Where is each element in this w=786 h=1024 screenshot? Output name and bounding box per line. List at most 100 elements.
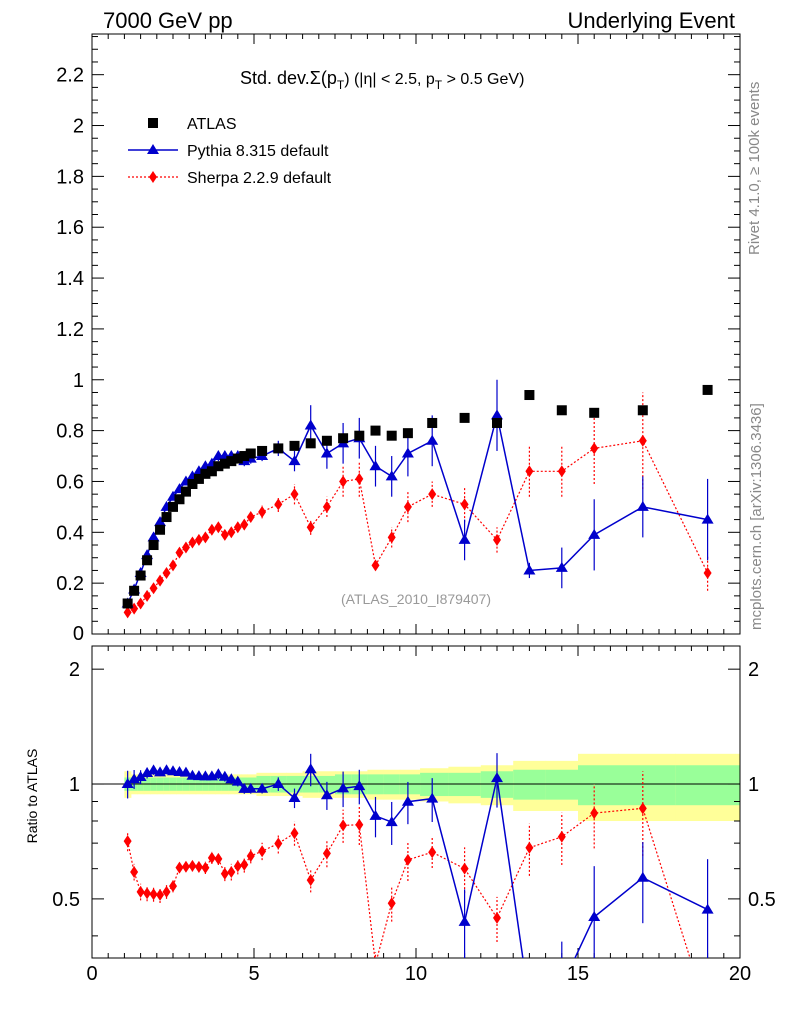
y-tick-label: 1.8 xyxy=(56,166,84,188)
ratio-y-tick-label-left: 0.5 xyxy=(52,889,80,911)
legend-marker-sherpa xyxy=(149,171,157,183)
y-tick-label: 1 xyxy=(73,370,84,392)
pythia-point xyxy=(320,447,333,458)
sherpa-point xyxy=(525,465,534,478)
sherpa-point xyxy=(403,500,412,513)
atlas-point xyxy=(427,417,438,428)
sherpa-ratio-point xyxy=(428,846,437,859)
sherpa-ratio-point xyxy=(246,849,255,862)
ratio-y-tick-label-left: 1 xyxy=(69,774,80,796)
sherpa-ratio-point xyxy=(143,887,152,900)
atlas-point xyxy=(142,555,153,566)
y-tick-label: 1.4 xyxy=(56,268,84,290)
sherpa-ratio-point xyxy=(322,847,331,860)
pythia-point xyxy=(636,500,649,511)
sherpa-point xyxy=(136,597,145,610)
sherpa-ratio-point xyxy=(181,860,190,873)
sherpa-ratio-point xyxy=(525,841,534,854)
legend-marker-atlas xyxy=(148,118,158,128)
sherpa-point xyxy=(274,498,283,511)
x-tick-label: 10 xyxy=(405,963,427,985)
atlas-point xyxy=(702,384,713,395)
pythia-point xyxy=(304,419,317,430)
atlas-point xyxy=(180,486,191,497)
pythia-point xyxy=(385,470,398,481)
x-tick-label: 5 xyxy=(248,963,259,985)
atlas-point xyxy=(386,430,397,441)
sherpa-ratio-point xyxy=(290,827,299,840)
y-tick-label: 0.2 xyxy=(56,573,84,595)
chart-title: Std. dev.Σ(pT) (|η| < 2.5, pT > 0.5 GeV) xyxy=(240,68,524,92)
sherpa-ratio-point xyxy=(188,859,197,872)
pythia-ratio-point xyxy=(244,782,257,793)
atlas-point xyxy=(168,501,178,512)
atlas-point xyxy=(354,430,365,441)
pythia-ratio-point xyxy=(147,764,160,775)
sherpa-point xyxy=(339,475,348,488)
pythia-ratio-point xyxy=(401,795,414,806)
sherpa-point xyxy=(355,472,364,485)
atlas-point xyxy=(193,473,204,484)
pythia-ratio-point xyxy=(272,778,285,789)
atlas-point xyxy=(402,428,413,439)
legend-label-atlas: ATLAS xyxy=(187,116,237,133)
pythia-point xyxy=(147,531,160,542)
atlas-point xyxy=(556,405,567,416)
sherpa-ratio-point xyxy=(156,888,165,901)
sherpa-ratio-point xyxy=(590,807,599,820)
legend-label-pythia: Pythia 8.315 default xyxy=(187,143,329,160)
sherpa-ratio-point xyxy=(240,858,249,871)
pythia-ratio-point xyxy=(353,780,366,791)
pythia-ratio-point xyxy=(320,789,333,800)
pythia-ratio-point xyxy=(134,770,147,781)
sherpa-point xyxy=(214,521,223,534)
sherpa-point xyxy=(233,521,242,534)
pythia-ratio-point xyxy=(212,768,225,779)
sherpa-point xyxy=(703,566,712,579)
sherpa-point xyxy=(162,566,171,579)
sherpa-point xyxy=(240,518,249,531)
sherpa-point xyxy=(246,511,255,524)
ratio-y-tick-label-right: 1 xyxy=(748,774,759,796)
sherpa-ratio-point xyxy=(162,885,171,898)
band-inner-bin xyxy=(578,765,619,806)
pythia-ratio-point xyxy=(701,903,714,914)
atlas-point xyxy=(273,443,284,454)
atlas-point xyxy=(226,456,237,467)
sherpa-point xyxy=(290,488,299,501)
sherpa-point xyxy=(143,589,152,602)
sherpa-point xyxy=(207,523,216,536)
atlas-point xyxy=(200,468,211,479)
atlas-point xyxy=(161,512,172,523)
y-tick-label: 0.4 xyxy=(56,522,84,544)
band-inner-bin xyxy=(675,765,741,806)
sherpa-ratio-point xyxy=(175,861,184,874)
atlas-point xyxy=(257,445,268,456)
ratio-y-tick-label-right: 0.5 xyxy=(748,889,776,911)
y-tick-label: 0.8 xyxy=(56,421,84,443)
pythia-ratio-point xyxy=(385,816,398,827)
y-tick-label: 1.6 xyxy=(56,217,84,239)
pythia-ratio-point xyxy=(458,915,471,926)
sherpa-ratio-point xyxy=(274,837,283,850)
sherpa-ratio-point xyxy=(355,818,364,831)
legend: ATLAS Pythia 8.315 default Sherpa 2.2.9 … xyxy=(128,116,332,187)
sherpa-ratio-point xyxy=(201,861,210,874)
pythia-ratio-point xyxy=(523,998,535,1008)
band-inner-bin xyxy=(545,769,579,800)
atlas-point xyxy=(289,440,300,451)
sherpa-ratio-point xyxy=(339,819,348,832)
sherpa-ratio-point xyxy=(372,958,380,970)
ratio-y-axis-label: Ratio to ATLAS xyxy=(24,749,40,844)
atlas-point xyxy=(637,405,648,416)
sherpa-ratio-point xyxy=(194,860,203,873)
pythia-ratio-point xyxy=(218,770,231,781)
sherpa-ratio-point xyxy=(169,880,177,893)
atlas-point xyxy=(338,433,349,444)
sherpa-point xyxy=(123,606,132,619)
pythia-point xyxy=(426,434,439,445)
y-tick-label: 2 xyxy=(73,116,84,138)
sherpa-ratio-point xyxy=(220,867,229,880)
atlas-point xyxy=(122,598,133,609)
